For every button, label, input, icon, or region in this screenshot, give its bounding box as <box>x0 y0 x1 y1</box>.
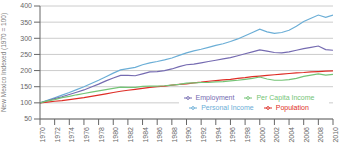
svg-text:2002: 2002 <box>273 127 280 143</box>
svg-text:400: 400 <box>20 2 32 9</box>
html-text:Population: Population <box>275 104 309 111</box>
html-text:Per Capita Income: Per Capita Income <box>256 94 315 101</box>
svg-text:1978: 1978 <box>98 127 105 143</box>
svg-text:200: 200 <box>20 67 32 74</box>
svg-text:300: 300 <box>20 35 32 42</box>
svg-text:1980: 1980 <box>112 127 119 143</box>
svg-text:1984: 1984 <box>142 127 149 143</box>
html-text:Employment: Employment <box>195 94 235 101</box>
svg-text:50: 50 <box>24 115 32 122</box>
svg-text:1970: 1970 <box>39 127 46 143</box>
svg-text:100: 100 <box>20 99 32 106</box>
svg-text:2000: 2000 <box>259 127 266 143</box>
svg-text:2008: 2008 <box>317 127 324 143</box>
svg-text:New Mexico Indexed (1970 = 100: New Mexico Indexed (1970 = 100) <box>8 13 9 112</box>
svg-text:2004: 2004 <box>288 127 295 143</box>
svg-text:150: 150 <box>20 83 32 90</box>
html-text:Personal Income: Personal Income <box>201 104 254 111</box>
svg-text:350: 350 <box>20 19 32 26</box>
svg-text:1974: 1974 <box>68 127 75 143</box>
svg-text:1988: 1988 <box>171 127 178 143</box>
svg-text:2006: 2006 <box>303 127 310 143</box>
svg-text:1986: 1986 <box>156 127 163 143</box>
svg-text:1994: 1994 <box>215 127 222 143</box>
svg-text:1972: 1972 <box>54 127 61 143</box>
svg-text:1990: 1990 <box>185 127 192 143</box>
svg-text:1992: 1992 <box>200 127 207 143</box>
svg-text:1976: 1976 <box>83 127 90 143</box>
svg-text:2010: 2010 <box>332 127 335 143</box>
svg-text:1996: 1996 <box>229 127 236 143</box>
svg-text:250: 250 <box>20 51 32 58</box>
svg-text:1982: 1982 <box>127 127 134 143</box>
svg-text:1998: 1998 <box>244 127 251 143</box>
